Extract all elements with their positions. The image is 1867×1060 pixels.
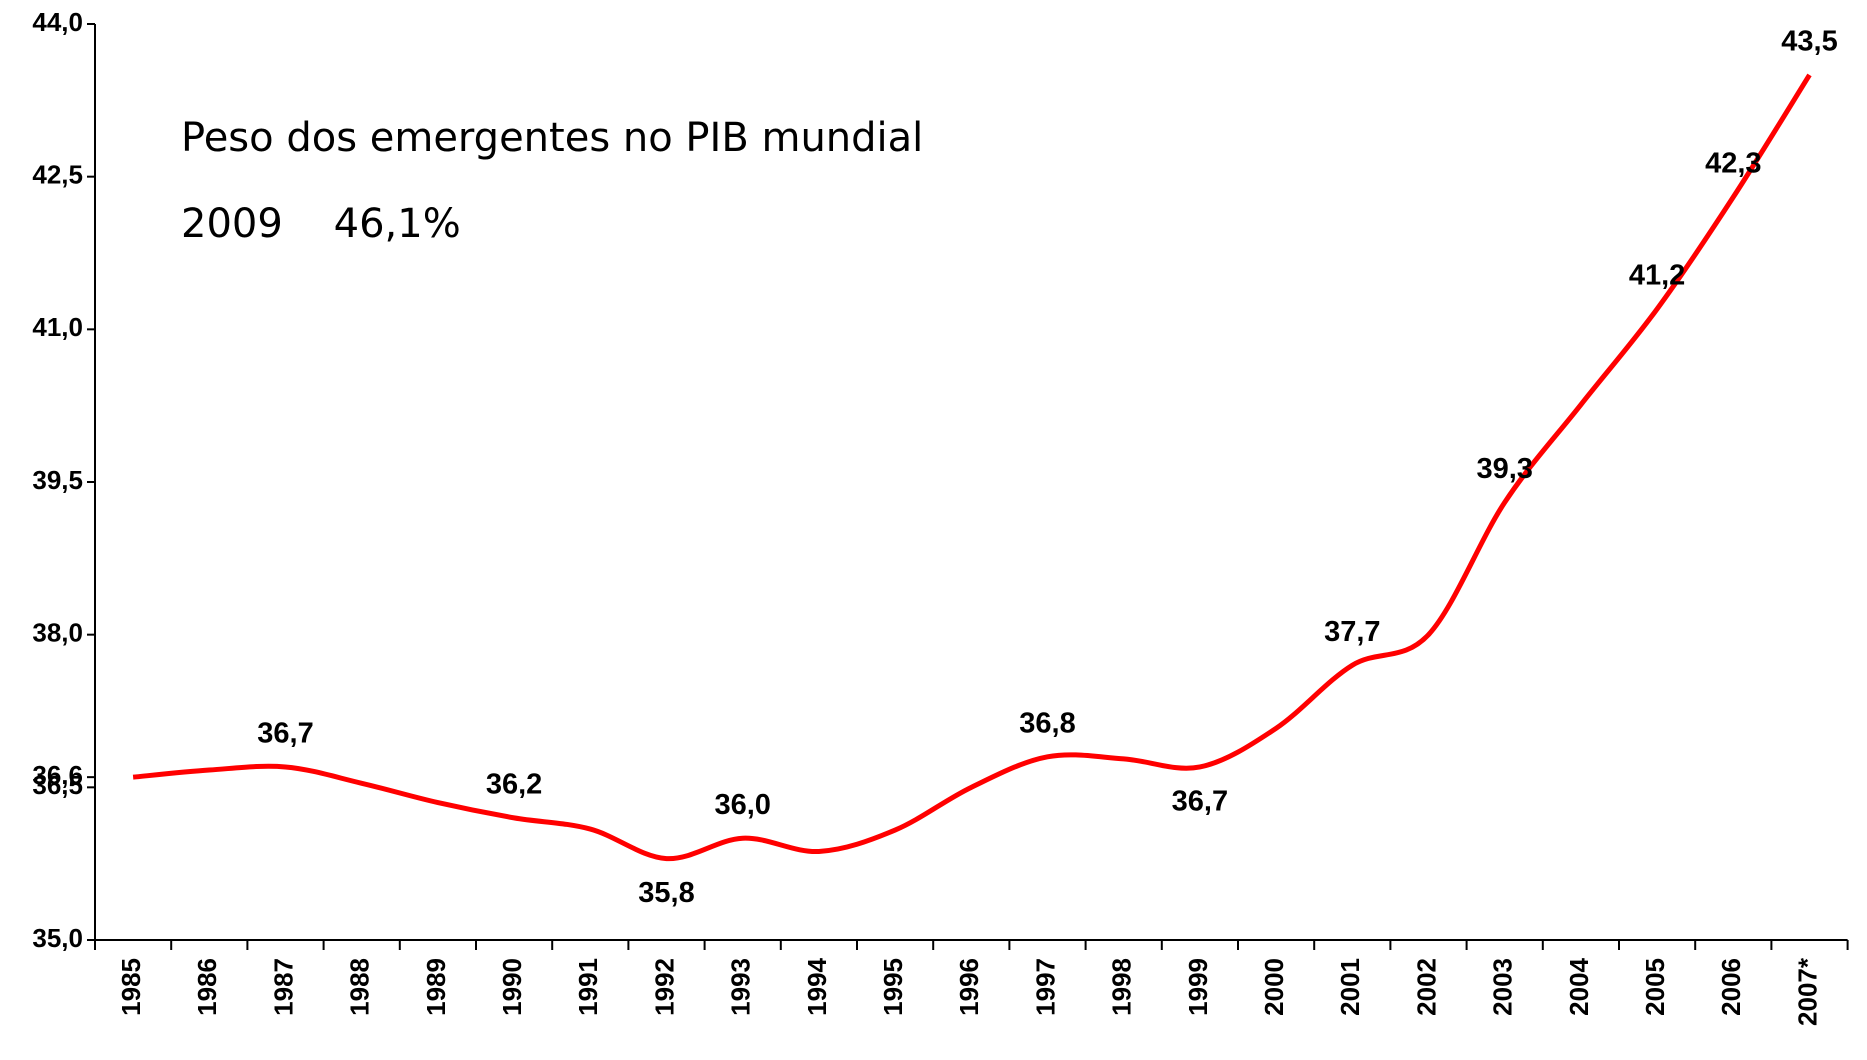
x-tick-label: 1996: [954, 958, 984, 1016]
y-tick-label: 36,5: [32, 770, 83, 800]
value-label: 35,8: [638, 877, 694, 909]
x-tick-label: 2007*: [1792, 957, 1822, 1026]
value-label: 43,5: [1781, 26, 1837, 58]
annotation: 2009 46,1%: [181, 201, 461, 247]
x-tick-label: 1989: [421, 958, 451, 1016]
x-tick-label: 2005: [1640, 958, 1670, 1016]
x-tick-label: 2004: [1564, 957, 1594, 1015]
chart-title: Peso dos emergentes no PIB mundial: [181, 115, 923, 161]
value-label: 39,3: [1476, 453, 1532, 485]
y-tick-label: 39,5: [32, 465, 83, 495]
y-tick-label: 41,0: [32, 312, 83, 342]
x-tick-label: 1995: [878, 958, 908, 1016]
y-tick-label: 35,0: [32, 923, 83, 953]
x-tick-label: 1986: [192, 958, 222, 1016]
x-tick-label: 1997: [1030, 958, 1060, 1016]
x-tick-label: 1993: [726, 958, 756, 1016]
value-label: 42,3: [1705, 148, 1761, 180]
x-tick-label: 1992: [649, 958, 679, 1016]
x-tick-label: 2003: [1488, 958, 1518, 1016]
x-tick-label: 1985: [116, 958, 146, 1016]
x-tick-label: 2001: [1335, 958, 1365, 1016]
x-tick-label: 2006: [1716, 958, 1746, 1016]
value-label: 36,7: [257, 718, 313, 750]
y-tick-label: 42,5: [32, 160, 83, 190]
x-tick-label: 1990: [497, 958, 527, 1016]
y-tick-label: 44,0: [32, 7, 83, 37]
x-tick-label: 1988: [345, 958, 375, 1016]
value-label: 36,7: [1172, 786, 1228, 818]
value-label: 37,7: [1324, 616, 1380, 648]
value-label: 36,8: [1019, 707, 1075, 739]
value-label: 41,2: [1629, 260, 1685, 292]
y-tick-label: 38,0: [32, 618, 83, 648]
x-tick-label: 1994: [802, 957, 832, 1015]
x-tick-label: 1987: [268, 958, 298, 1016]
value-label: 36,2: [486, 769, 542, 801]
x-tick-label: 1991: [573, 958, 603, 1016]
x-tick-label: 2002: [1411, 958, 1441, 1016]
line: [132, 73, 1812, 862]
value-label: 36,0: [714, 789, 770, 821]
y-tick-label: 36,6: [32, 760, 83, 790]
x-tick-label: 1999: [1183, 958, 1213, 1016]
x-tick-label: 2000: [1259, 958, 1289, 1016]
x-tick-label: 1998: [1107, 958, 1137, 1016]
